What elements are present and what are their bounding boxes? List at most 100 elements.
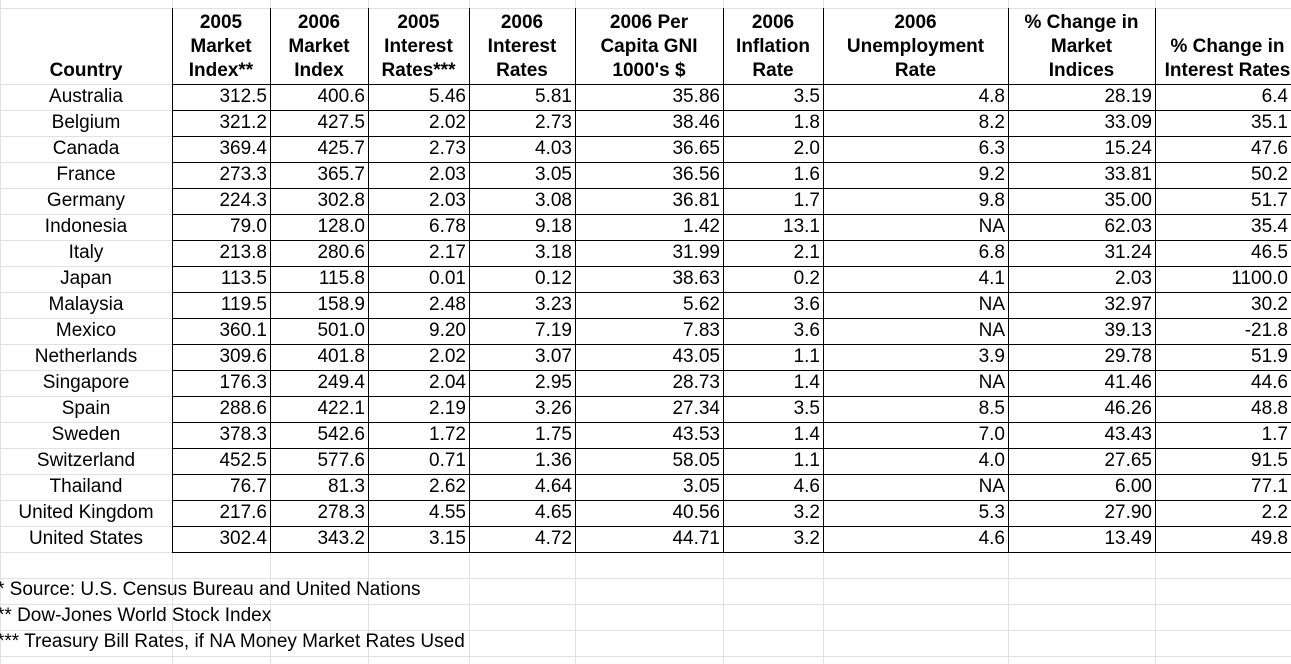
column-header: 2006 Interest Rates	[469, 8, 575, 83]
table-border	[575, 8, 576, 552]
country-cell: Australia	[49, 86, 123, 107]
table-border	[172, 344, 1291, 345]
country-cell: Belgium	[51, 112, 121, 133]
value-cell: 30.2	[1251, 294, 1288, 315]
table-border	[172, 552, 1291, 553]
value-cell: 288.6	[219, 398, 267, 419]
value-cell: 280.6	[317, 242, 365, 263]
value-cell: 49.8	[1251, 528, 1288, 549]
value-cell: 7.19	[535, 320, 572, 341]
value-cell: 302.8	[317, 190, 365, 211]
country-cell: Netherlands	[34, 346, 138, 367]
country-cell: Spain	[61, 398, 111, 419]
value-cell: 44.71	[672, 528, 720, 549]
country-cell: Malaysia	[48, 294, 124, 315]
header-line: 2006	[500, 12, 544, 33]
value-cell: -21.8	[1244, 320, 1288, 341]
value-cell: 31.99	[672, 242, 720, 263]
value-cell: 1.4	[793, 372, 820, 393]
value-cell: 128.0	[317, 216, 365, 237]
country-cell: United Kingdom	[18, 502, 154, 523]
column-header: 2006 Inflation Rate	[723, 8, 823, 83]
header-line: Rate	[752, 60, 794, 81]
value-cell: 36.65	[672, 138, 720, 159]
value-cell: 6.4	[1261, 86, 1288, 107]
value-cell: 38.46	[672, 112, 720, 133]
header-line: 2006	[751, 12, 795, 33]
value-cell: NA	[978, 216, 1005, 237]
value-cell: 2.17	[429, 242, 466, 263]
value-cell: 77.1	[1251, 476, 1288, 497]
table-border	[172, 370, 1291, 371]
country-cell: Sweden	[51, 424, 121, 445]
value-cell: 5.81	[535, 86, 572, 107]
value-cell: 4.64	[535, 476, 572, 497]
value-cell: 343.2	[317, 528, 365, 549]
table-border	[172, 396, 1291, 397]
value-cell: 6.3	[978, 138, 1005, 159]
gridline	[0, 0, 1, 664]
value-cell: 302.4	[219, 528, 267, 549]
header-line: 2006	[894, 12, 937, 33]
header-line: Rates***	[381, 60, 456, 81]
value-cell: 27.90	[1104, 502, 1152, 523]
value-cell: 1.7	[1261, 424, 1288, 445]
value-cell: 2.2	[1261, 502, 1288, 523]
value-cell: 39.13	[1104, 320, 1152, 341]
value-cell: 2.0	[793, 138, 820, 159]
table-border	[172, 162, 1291, 163]
table-border	[172, 500, 1291, 501]
table-border	[172, 136, 1291, 137]
value-cell: 176.3	[219, 372, 267, 393]
value-cell: 365.7	[317, 164, 365, 185]
value-cell: 3.6	[793, 320, 820, 341]
header-line: 2006	[297, 12, 341, 33]
value-cell: 113.5	[220, 268, 267, 289]
value-cell: 79.0	[230, 216, 267, 237]
value-cell: 3.05	[535, 164, 572, 185]
value-cell: 2.95	[535, 372, 572, 393]
value-cell: 81.3	[328, 476, 365, 497]
header-line: Interest	[384, 36, 453, 57]
value-cell: 15.24	[1104, 138, 1152, 159]
value-cell: 76.7	[230, 476, 267, 497]
country-cell: Japan	[60, 268, 112, 289]
table-border	[172, 422, 1291, 423]
value-cell: 27.65	[1104, 450, 1152, 471]
table-border	[172, 292, 1291, 293]
value-cell: 33.09	[1104, 112, 1152, 133]
header-line: Rates	[496, 60, 548, 81]
value-cell: 91.5	[1251, 450, 1288, 471]
country-cell: Canada	[52, 138, 120, 159]
value-cell: 5.46	[429, 86, 466, 107]
value-cell: 309.6	[219, 346, 267, 367]
footnote: * Source: U.S. Census Bureau and United …	[0, 579, 421, 600]
value-cell: 13.49	[1104, 528, 1152, 549]
value-cell: 1.6	[793, 164, 820, 185]
column-header: Country	[0, 8, 172, 83]
country-cell: Thailand	[49, 476, 123, 497]
column-header: 2005 Interest Rates***	[368, 8, 469, 83]
value-cell: 29.78	[1104, 346, 1152, 367]
value-cell: 48.8	[1251, 398, 1288, 419]
value-cell: 2.62	[429, 476, 466, 497]
header-line: Indices	[1048, 60, 1115, 81]
header-line: Inflation	[736, 36, 810, 57]
header-line: Unemployment	[846, 36, 985, 57]
value-cell: 1.8	[793, 112, 820, 133]
header-line: Market	[1050, 36, 1113, 57]
value-cell: 3.15	[429, 528, 466, 549]
table-border	[172, 188, 1291, 189]
value-cell: 4.03	[535, 138, 572, 159]
value-cell: 1.4	[793, 424, 820, 445]
table-border	[172, 318, 1291, 319]
value-cell: 3.07	[535, 346, 572, 367]
value-cell: 47.6	[1251, 138, 1288, 159]
value-cell: 6.00	[1115, 476, 1152, 497]
table-border	[172, 214, 1291, 215]
value-cell: 51.7	[1251, 190, 1288, 211]
gridline	[0, 604, 1291, 605]
value-cell: 7.83	[683, 320, 720, 341]
value-cell: 3.23	[535, 294, 572, 315]
